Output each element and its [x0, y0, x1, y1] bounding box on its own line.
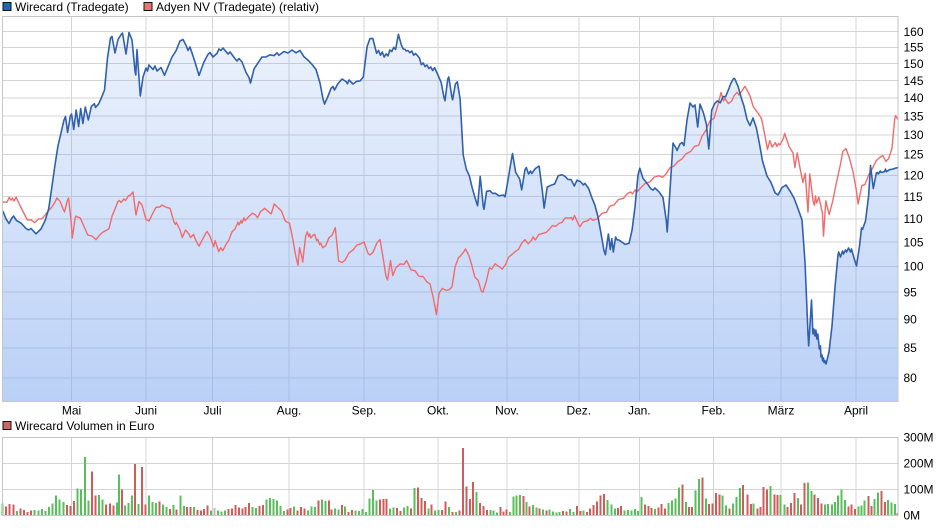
svg-text:200M: 200M	[904, 457, 934, 471]
svg-text:90: 90	[904, 312, 918, 326]
svg-text:120: 120	[904, 169, 924, 183]
svg-text:Adyen NV (Tradegate) (relativ): Adyen NV (Tradegate) (relativ)	[156, 0, 319, 14]
svg-text:300M: 300M	[904, 431, 934, 445]
svg-text:Wirecard (Tradegate): Wirecard (Tradegate)	[15, 0, 129, 14]
svg-text:160: 160	[904, 25, 924, 39]
svg-text:125: 125	[904, 148, 924, 162]
svg-text:April: April	[844, 404, 868, 418]
svg-text:0M: 0M	[904, 509, 921, 523]
svg-text:Juni: Juni	[135, 404, 157, 418]
svg-text:Aug.: Aug.	[277, 404, 302, 418]
svg-text:95: 95	[904, 285, 918, 299]
svg-text:Sep.: Sep.	[352, 404, 377, 418]
svg-text:105: 105	[904, 235, 924, 249]
svg-text:100M: 100M	[904, 483, 934, 497]
svg-text:80: 80	[904, 371, 918, 385]
svg-text:Mai: Mai	[62, 404, 81, 418]
svg-text:Feb.: Feb.	[701, 404, 725, 418]
svg-text:155: 155	[904, 41, 924, 55]
svg-text:150: 150	[904, 57, 924, 71]
svg-text:Nov.: Nov.	[495, 404, 519, 418]
svg-text:Jan.: Jan.	[628, 404, 651, 418]
svg-text:110: 110	[904, 212, 923, 226]
svg-text:Wirecard Volumen in Euro: Wirecard Volumen in Euro	[15, 419, 155, 433]
svg-text:85: 85	[904, 341, 918, 355]
svg-text:115: 115	[904, 190, 923, 204]
svg-text:140: 140	[904, 91, 924, 105]
svg-text:Dez.: Dez.	[566, 404, 591, 418]
svg-text:145: 145	[904, 74, 924, 88]
svg-text:März: März	[768, 404, 795, 418]
svg-text:Juli: Juli	[203, 404, 221, 418]
svg-text:Okt.: Okt.	[427, 404, 449, 418]
svg-text:130: 130	[904, 128, 924, 142]
svg-text:100: 100	[904, 260, 924, 274]
svg-text:135: 135	[904, 109, 924, 123]
